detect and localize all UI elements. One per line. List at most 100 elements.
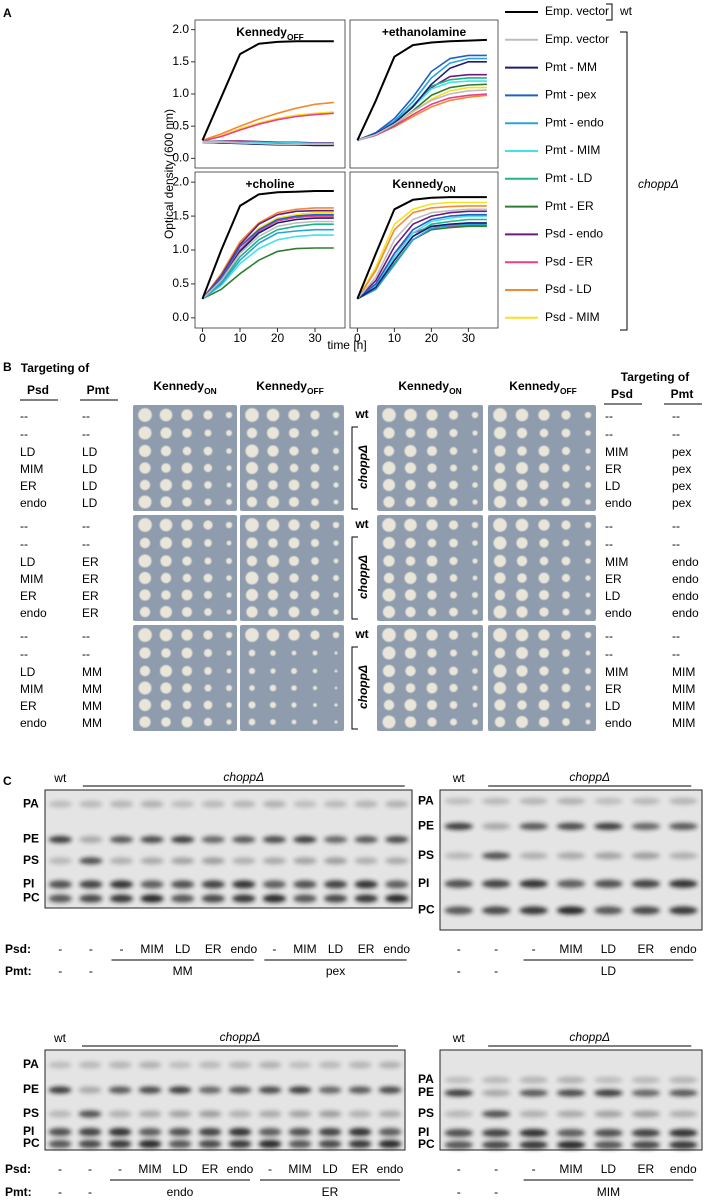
colony-spot <box>182 428 192 438</box>
colony-spot <box>245 518 259 532</box>
colony-spot <box>404 589 417 601</box>
colony-spot <box>404 408 417 422</box>
colony-spot <box>268 480 278 490</box>
lipid-band <box>138 1086 162 1094</box>
x-tick-label: 10 <box>388 331 402 345</box>
y-tick-label: 1.0 <box>172 242 189 256</box>
colony-spot <box>427 590 437 600</box>
colony-spot <box>539 666 549 676</box>
band-label: PS <box>23 1106 39 1120</box>
lane-label: MM <box>173 964 193 978</box>
colony-spot <box>248 701 256 709</box>
lane-group: wt <box>452 771 466 785</box>
colony-spot <box>382 664 396 678</box>
condition-header-sub: ON <box>449 386 462 396</box>
colony-spot <box>139 479 151 491</box>
lane-label: - <box>58 1162 62 1176</box>
strain-label: LD <box>82 462 98 476</box>
lipid-band <box>323 880 348 889</box>
strain-label: ER <box>605 682 622 696</box>
lipid-band <box>258 1086 282 1094</box>
lipid-band <box>201 894 225 903</box>
lane-label: - <box>88 1162 92 1176</box>
growth-curve <box>201 190 334 300</box>
lipid-band <box>198 1086 222 1094</box>
band-label: PE <box>23 1082 39 1096</box>
colony-spot <box>562 608 570 616</box>
lipid-band <box>519 822 548 830</box>
colony-spot <box>226 540 232 546</box>
colony-spot <box>561 520 571 530</box>
lipid-band <box>444 1076 473 1084</box>
colony-spot <box>516 427 528 439</box>
colony-spot <box>404 699 417 711</box>
colony-spot <box>138 681 152 695</box>
strain-label: -- <box>20 409 28 423</box>
strain-label: MIM <box>672 682 695 696</box>
strain-label: MIM <box>20 462 43 476</box>
colony-spot <box>138 408 152 422</box>
colony-spot <box>226 465 232 471</box>
colony-spot <box>311 447 319 455</box>
strain-label: -- <box>672 519 680 533</box>
colony-spot <box>562 539 570 547</box>
agar-plate <box>377 515 483 621</box>
colony-spot <box>539 480 549 490</box>
panel-label: C <box>3 774 12 788</box>
colony-spot <box>562 667 570 675</box>
lipid-band <box>232 857 256 865</box>
lipid-band <box>171 857 195 865</box>
colony-spot <box>226 650 232 656</box>
lane-group: wt <box>452 1031 466 1045</box>
colony-spot <box>448 520 459 530</box>
strain-label: MM <box>82 699 102 713</box>
band-label: PE <box>418 819 434 833</box>
colony-spot <box>562 718 570 726</box>
colony-spot <box>267 445 279 457</box>
lipid-band <box>444 852 473 860</box>
colony-spot <box>405 479 416 491</box>
growth-curve <box>202 228 334 300</box>
colony-spot <box>270 668 276 674</box>
colony-spot <box>383 427 395 439</box>
colony-spot <box>585 650 591 656</box>
band-label: PI <box>23 877 34 891</box>
strain-label: endo <box>20 496 47 510</box>
lipid-band <box>323 857 348 865</box>
colony-spot <box>312 719 318 725</box>
colony-spot <box>332 411 340 419</box>
colony-spot <box>139 462 151 474</box>
lipid-band <box>556 879 586 888</box>
lipid-band <box>519 1141 548 1149</box>
tlc-plate <box>44 1049 406 1151</box>
colony-spot <box>538 699 550 711</box>
colony-spot <box>333 499 339 505</box>
lipid-band <box>48 1086 72 1094</box>
strain-label: -- <box>20 537 28 551</box>
strain-label: MM <box>82 716 102 730</box>
lipid-band <box>594 1129 623 1137</box>
agar-plate <box>488 625 596 731</box>
lipid-band <box>519 1129 548 1137</box>
colony-spot <box>585 465 591 471</box>
strain-label: endo <box>672 589 699 603</box>
colony-spot <box>472 448 478 454</box>
legend-label: Pmt - endo <box>545 115 604 129</box>
colony-spot <box>288 629 300 641</box>
strain-label: LD <box>605 479 621 493</box>
colony-spot <box>268 607 278 617</box>
colony-spot <box>382 605 396 619</box>
lipid-band <box>556 1129 586 1137</box>
colony-spot <box>404 462 417 474</box>
colony-spot <box>288 409 300 421</box>
colony-spot <box>517 573 527 583</box>
y-tick-label: 1.5 <box>172 54 189 68</box>
lipid-band <box>48 1110 72 1118</box>
colony-spot <box>203 700 213 710</box>
strain-label: -- <box>20 519 28 533</box>
colony-spot <box>289 446 299 456</box>
chart-title-main: Kennedy <box>392 177 443 191</box>
colony-spot <box>291 685 297 691</box>
y-tick-label: 0.0 <box>172 310 189 324</box>
colony-spot <box>427 648 437 658</box>
